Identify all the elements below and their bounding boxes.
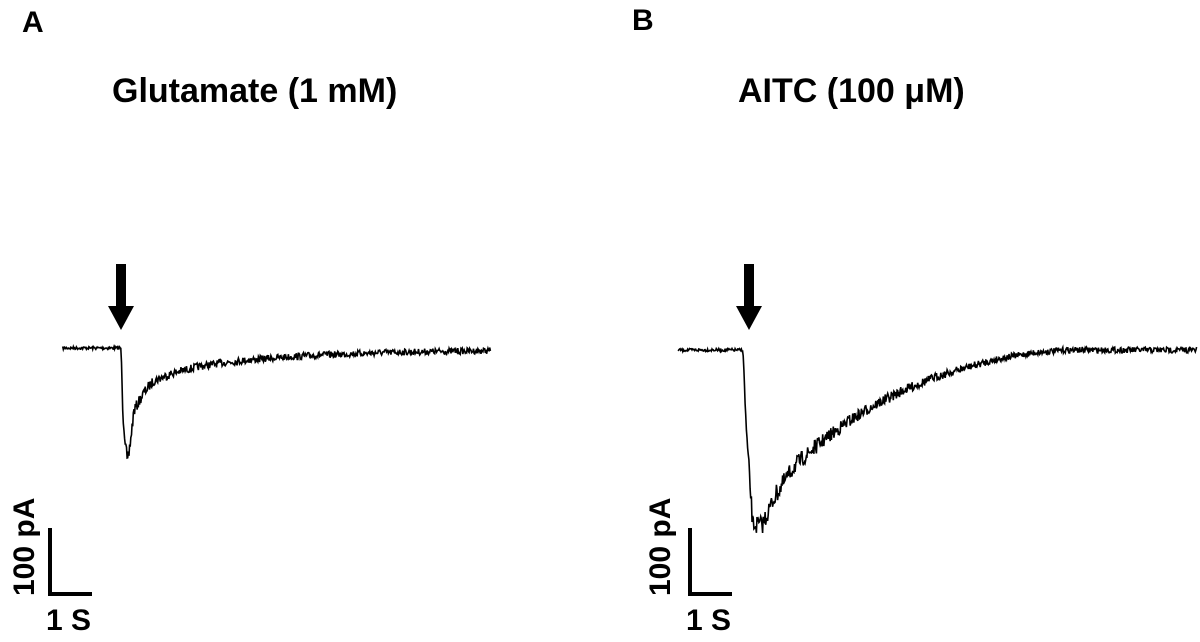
panel-a-time-scale-label: 1 S xyxy=(46,604,92,637)
panel-b-current-scale-label: 100 pA xyxy=(644,497,677,596)
panel-a-current-scale-label: 100 pA xyxy=(8,497,41,596)
panel-a-plot xyxy=(48,264,492,596)
panel-b-letter: B xyxy=(632,4,654,37)
panel-b-plot xyxy=(677,264,1198,596)
panel-a-scale-bar xyxy=(48,528,92,596)
panel-a-title: Glutamate (1 mM) xyxy=(112,72,398,110)
panel-b-scale-bar xyxy=(688,528,732,596)
panel-a-stimulus-arrow xyxy=(108,264,134,330)
panel-b-trace xyxy=(677,344,1198,534)
panel-b-time-scale-label: 1 S xyxy=(686,604,732,637)
panel-a-letter: A xyxy=(22,6,44,39)
panel-b-title: AITC (100 μM) xyxy=(738,72,965,110)
panel-a-trace xyxy=(61,343,492,460)
panel-b-stimulus-arrow xyxy=(736,264,762,330)
